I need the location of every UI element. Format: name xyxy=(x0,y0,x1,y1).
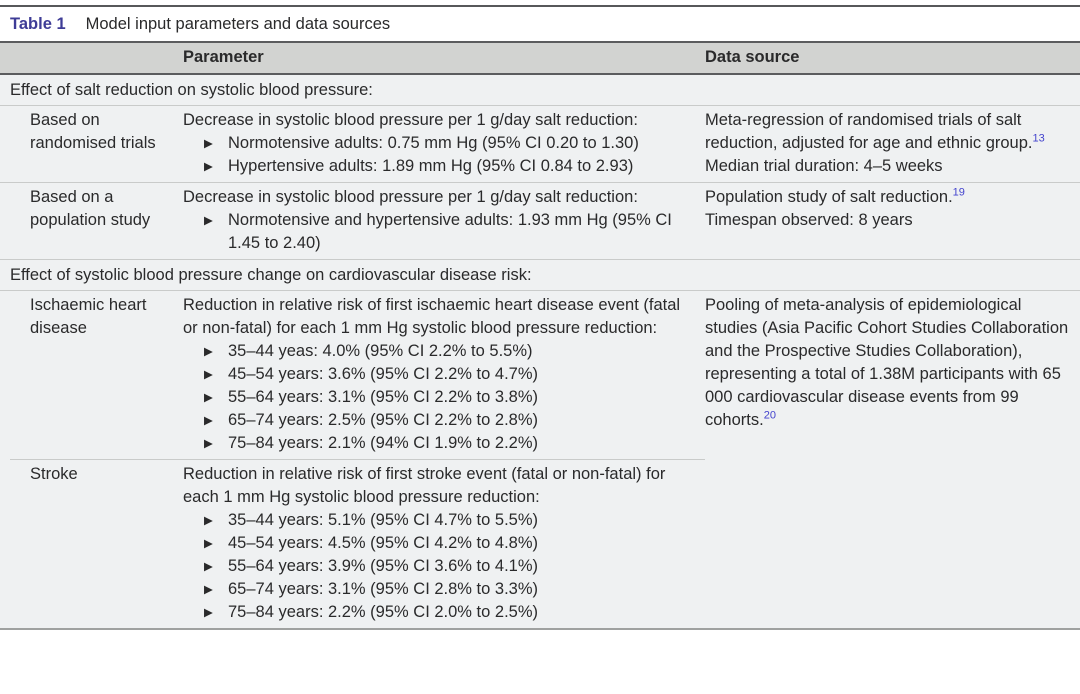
column-header-row: Parameter Data source xyxy=(0,41,1080,75)
parameter-bullet-list: ▶ Normotensive adults: 0.75 mm Hg (95% C… xyxy=(183,132,691,178)
citation-ref-link[interactable]: 20 xyxy=(763,409,776,422)
source-text-body: Pooling of meta-analysis of epidemiologi… xyxy=(705,296,1069,429)
parameter-cell: Reduction in relative risk of first isch… xyxy=(183,291,705,459)
row-label: Based on randomised trials xyxy=(30,111,156,152)
bullet-text: 45–54 years: 4.5% (95% CI 4.2% to 4.8%) xyxy=(228,534,539,552)
parameter-bullet: ▶ Hypertensive adults: 1.89 mm Hg (95% C… xyxy=(183,155,691,178)
parameter-intro: Decrease in systolic blood pressure per … xyxy=(183,188,638,206)
column-header-data-source: Data source xyxy=(705,48,800,66)
bullet-triangle-icon: ▶ xyxy=(204,215,213,227)
bullet-triangle-icon: ▶ xyxy=(204,392,213,404)
parameter-bullet: ▶ Normotensive adults: 0.75 mm Hg (95% C… xyxy=(183,132,691,155)
bullet-triangle-icon: ▶ xyxy=(204,561,213,573)
parameter-bullet: ▶ 35–44 years: 5.1% (95% CI 4.7% to 5.5%… xyxy=(183,509,691,532)
parameter-cell: Reduction in relative risk of first stro… xyxy=(183,459,705,628)
bullet-triangle-icon: ▶ xyxy=(204,369,213,381)
parameter-bullet: ▶ 65–74 years: 3.1% (95% CI 2.8% to 3.3%… xyxy=(183,578,691,601)
source-text: Population study of salt reduction.19 xyxy=(705,186,1070,209)
bullet-triangle-icon: ▶ xyxy=(204,515,213,527)
parameter-cell: Decrease in systolic blood pressure per … xyxy=(183,106,705,182)
source-text-body: Population study of salt reduction. xyxy=(705,188,953,206)
table-body: Effect of salt reduction on systolic blo… xyxy=(0,75,1080,628)
bullet-text: 55–64 years: 3.9% (95% CI 3.6% to 4.1%) xyxy=(228,557,539,575)
table-number-label: Table 1 xyxy=(10,15,66,33)
bullet-triangle-icon: ▶ xyxy=(204,415,213,427)
bullet-triangle-icon: ▶ xyxy=(204,438,213,450)
citation-ref-link[interactable]: 13 xyxy=(1032,132,1045,145)
bullet-text: Normotensive and hypertensive adults: 1.… xyxy=(228,211,672,252)
bullet-triangle-icon: ▶ xyxy=(204,607,213,619)
citation-ref-link[interactable]: 19 xyxy=(952,186,965,199)
column-header-empty xyxy=(10,43,183,73)
parameter-bullet: ▶ 65–74 years: 2.5% (95% CI 2.2% to 2.8%… xyxy=(183,409,691,432)
parameter-bullet: ▶ 75–84 years: 2.2% (95% CI 2.0% to 2.5%… xyxy=(183,601,691,624)
source-text-body: Meta-regression of randomised trials of … xyxy=(705,111,1033,152)
source-note: Median trial duration: 4–5 weeks xyxy=(705,157,943,175)
parameter-bullet: ▶ Normotensive and hypertensive adults: … xyxy=(183,209,691,255)
source-text: Meta-regression of randomised trials of … xyxy=(705,109,1070,155)
bullet-triangle-icon: ▶ xyxy=(204,584,213,596)
bullet-triangle-icon: ▶ xyxy=(204,346,213,358)
row-label: Stroke xyxy=(10,459,183,628)
parameter-bullet-list: ▶ 35–44 yeas: 4.0% (95% CI 2.2% to 5.5%)… xyxy=(183,340,691,455)
section-heading-salt-reduction: Effect of salt reduction on systolic blo… xyxy=(10,81,373,99)
table-caption: Table 1 Model input parameters and data … xyxy=(0,7,1080,41)
parameter-bullet-list: ▶ 35–44 years: 5.1% (95% CI 4.7% to 5.5%… xyxy=(183,509,691,624)
parameter-bullet: ▶ 55–64 years: 3.9% (95% CI 3.6% to 4.1%… xyxy=(183,555,691,578)
table-rowpair-cvd: Ischaemic heart disease Reduction in rel… xyxy=(0,290,1080,628)
bullet-text: 45–54 years: 3.6% (95% CI 2.2% to 4.7%) xyxy=(228,365,539,383)
parameter-bullet: ▶ 35–44 yeas: 4.0% (95% CI 2.2% to 5.5%) xyxy=(183,340,691,363)
bullet-text: 35–44 yeas: 4.0% (95% CI 2.2% to 5.5%) xyxy=(228,342,533,360)
bullet-text: Normotensive adults: 0.75 mm Hg (95% CI … xyxy=(228,134,639,152)
column-header-parameter: Parameter xyxy=(183,48,264,66)
bullet-text: 75–84 years: 2.1% (94% CI 1.9% to 2.2%) xyxy=(228,434,539,452)
parameter-bullet-list: ▶ Normotensive and hypertensive adults: … xyxy=(183,209,691,255)
parameter-bullet: ▶ 45–54 years: 4.5% (95% CI 4.2% to 4.8%… xyxy=(183,532,691,555)
parameter-bullet: ▶ 45–54 years: 3.6% (95% CI 2.2% to 4.7%… xyxy=(183,363,691,386)
row-label: Based on a population study xyxy=(30,188,151,229)
data-source-cell: Population study of salt reduction.19 Ti… xyxy=(705,183,1074,259)
bullet-text: Hypertensive adults: 1.89 mm Hg (95% CI … xyxy=(228,157,634,175)
table-top-rule xyxy=(0,5,1080,7)
source-note: Timespan observed: 8 years xyxy=(705,211,913,229)
parameter-intro: Reduction in relative risk of first isch… xyxy=(183,296,681,337)
data-source-cell: Meta-regression of randomised trials of … xyxy=(705,106,1074,182)
bullet-triangle-icon: ▶ xyxy=(204,161,213,173)
bullet-text: 35–44 years: 5.1% (95% CI 4.7% to 5.5%) xyxy=(228,511,539,529)
parameter-cell: Decrease in systolic blood pressure per … xyxy=(183,183,705,259)
parameter-bullet: ▶ 55–64 years: 3.1% (95% CI 2.2% to 3.8%… xyxy=(183,386,691,409)
parameter-bullet: ▶ 75–84 years: 2.1% (94% CI 1.9% to 2.2%… xyxy=(183,432,691,455)
source-text: Pooling of meta-analysis of epidemiologi… xyxy=(705,294,1070,432)
bullet-text: 55–64 years: 3.1% (95% CI 2.2% to 3.8%) xyxy=(228,388,539,406)
bullet-triangle-icon: ▶ xyxy=(204,138,213,150)
table-row-randomised-trials: Based on randomised trials Decrease in s… xyxy=(0,105,1080,182)
bullet-text: 65–74 years: 3.1% (95% CI 2.8% to 3.3%) xyxy=(228,580,539,598)
parameter-intro: Reduction in relative risk of first stro… xyxy=(183,465,666,506)
parameter-intro: Decrease in systolic blood pressure per … xyxy=(183,111,638,129)
model-parameters-table: Table 1 Model input parameters and data … xyxy=(0,5,1080,630)
table-title: Model input parameters and data sources xyxy=(85,15,391,33)
bullet-text: 75–84 years: 2.2% (95% CI 2.0% to 2.5%) xyxy=(228,603,539,621)
bullet-triangle-icon: ▶ xyxy=(204,538,213,550)
row-label: Ischaemic heart disease xyxy=(30,296,147,337)
section-heading-cvd-risk: Effect of systolic blood pressure change… xyxy=(0,259,1080,290)
bullet-text: 65–74 years: 2.5% (95% CI 2.2% to 2.8%) xyxy=(228,411,539,429)
table-bottom-rule xyxy=(0,628,1080,630)
data-source-cell-shared: Pooling of meta-analysis of epidemiologi… xyxy=(705,291,1074,628)
table-row-population-study: Based on a population study Decrease in … xyxy=(0,182,1080,259)
